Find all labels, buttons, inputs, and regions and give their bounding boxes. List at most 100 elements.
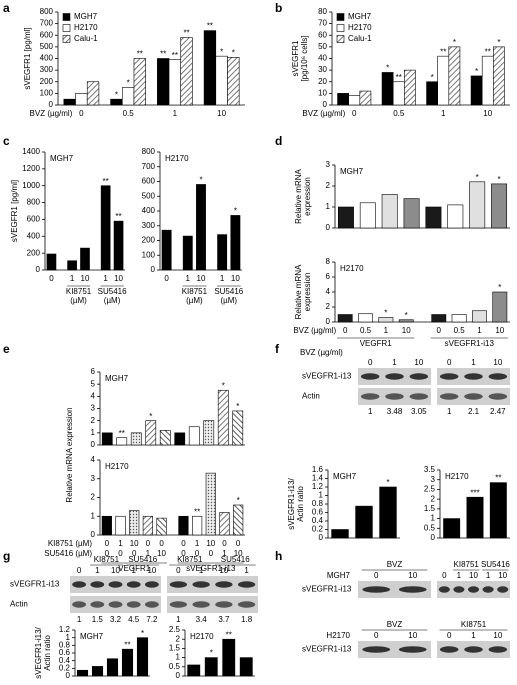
x-tick-label: 0.5 [360, 326, 372, 335]
legend-label: Calu-1 [74, 34, 98, 43]
lane-label: 0 [374, 631, 379, 640]
bar [76, 669, 89, 677]
blot-row-label: sVEGFR1-i13 [302, 372, 352, 381]
lane-label: 0 [442, 571, 447, 580]
bar [116, 437, 128, 446]
y-tick-label: 1 [319, 491, 324, 500]
blot-spot [385, 393, 404, 400]
ratio-label: 1 [368, 407, 373, 416]
x-tick-label: 1 [146, 549, 151, 558]
bar [481, 55, 494, 106]
bar [230, 215, 241, 271]
lane-label: 10 [408, 571, 417, 580]
blot-header: BVZ (µg/ml) [300, 348, 343, 357]
lane-label: 1 [471, 358, 476, 367]
bar [425, 206, 442, 229]
x-tick-label: 10 [81, 274, 90, 283]
bar [215, 55, 228, 106]
chart-title: H2170 [165, 154, 189, 163]
y-tick-label: 1 [431, 514, 436, 523]
blot-band [358, 581, 431, 598]
significance: * [236, 402, 239, 411]
y-tick-label: 600 [27, 215, 41, 224]
bar [359, 202, 376, 229]
y-tick-label: 600 [142, 177, 156, 186]
bar [142, 515, 153, 536]
ratio-label: 1 [77, 615, 82, 624]
significance: ** [207, 22, 213, 31]
x-tick-label: 0 [49, 274, 54, 283]
y-tick-label: 2 [431, 494, 436, 503]
legend-swatch [62, 35, 71, 43]
bar [448, 46, 461, 106]
y-tick-label: 0 [91, 530, 96, 539]
blot-spot [126, 581, 141, 588]
ratio-label: 4.5 [128, 615, 140, 624]
blot-spot [409, 393, 429, 400]
bar [239, 657, 253, 677]
blot-spot [464, 393, 483, 400]
lane-label: 1 [131, 566, 136, 575]
y-tick-label: 1.2 [59, 625, 71, 634]
chart-title: H2170 [340, 264, 364, 273]
group-label: KI8751 (µM) [182, 287, 208, 305]
y-tick-label: 1 [66, 633, 71, 642]
y-tick-label: 500 [40, 42, 54, 51]
ratio-label: 1.8 [241, 615, 253, 624]
significance: * [199, 176, 202, 185]
x-tick-label: 0 [159, 539, 164, 548]
y-tick-label: 8 [326, 257, 331, 266]
bar [381, 72, 394, 106]
x-tick-label: 0 [209, 549, 214, 558]
bar [443, 518, 461, 539]
significance: * [149, 412, 152, 421]
group-label: BVZ [387, 560, 403, 569]
y-tick-label: 0.2 [59, 663, 71, 672]
significance: ** [160, 50, 166, 59]
blot-spot [362, 586, 391, 593]
y-tick-label: 1 [326, 202, 331, 211]
blot-spot [126, 601, 141, 608]
bar [472, 310, 487, 323]
x-tick-label: 10 [197, 274, 206, 283]
y-tick-label: 400 [27, 231, 41, 240]
y-axis-label: sVEGFR1-i13/ [34, 626, 43, 678]
bar [101, 432, 113, 446]
x-tick-label: 0.5 [123, 109, 135, 118]
panel-letter: e [3, 342, 10, 356]
y-tick-label: 3 [431, 475, 436, 484]
significance: * [476, 173, 479, 182]
y-axis-label: expression [303, 177, 312, 216]
chart-title: MGH7 [50, 154, 74, 163]
significance: * [220, 47, 223, 56]
y-tick-label: 1400 [22, 147, 40, 156]
y-axis-label: Relative mRNA [294, 169, 303, 224]
blot-spot [488, 393, 508, 400]
y-tick-label: 4 [91, 391, 96, 400]
blot-spot [144, 601, 159, 608]
ratio-label: 2.47 [490, 407, 506, 416]
lane-label: 0 [368, 358, 373, 367]
x-tick-label: 0 [146, 539, 151, 548]
y-tick-label: 0 [66, 671, 71, 680]
blot-spot [215, 601, 233, 608]
y-tick-label: 0 [323, 100, 328, 109]
blot-spot [482, 586, 494, 593]
y-tick-label: 0.2 [312, 525, 324, 534]
panel-letter: a [3, 1, 10, 15]
group-label: KI8751 [94, 555, 120, 564]
ratio-label: 1.5 [92, 615, 104, 624]
bar [392, 81, 405, 106]
lane-label: 1 [95, 566, 100, 575]
lane-label: 10 [111, 566, 120, 575]
bar [129, 510, 140, 536]
lane-label: 1 [199, 566, 204, 575]
blot-spot [385, 373, 404, 380]
y-tick-label: 800 [27, 198, 41, 207]
legend-swatch [336, 24, 345, 32]
significance: ** [226, 630, 232, 639]
bar [359, 90, 372, 106]
bar [493, 46, 505, 106]
y-tick-label: 200 [142, 236, 156, 245]
significance: ** [124, 640, 130, 649]
